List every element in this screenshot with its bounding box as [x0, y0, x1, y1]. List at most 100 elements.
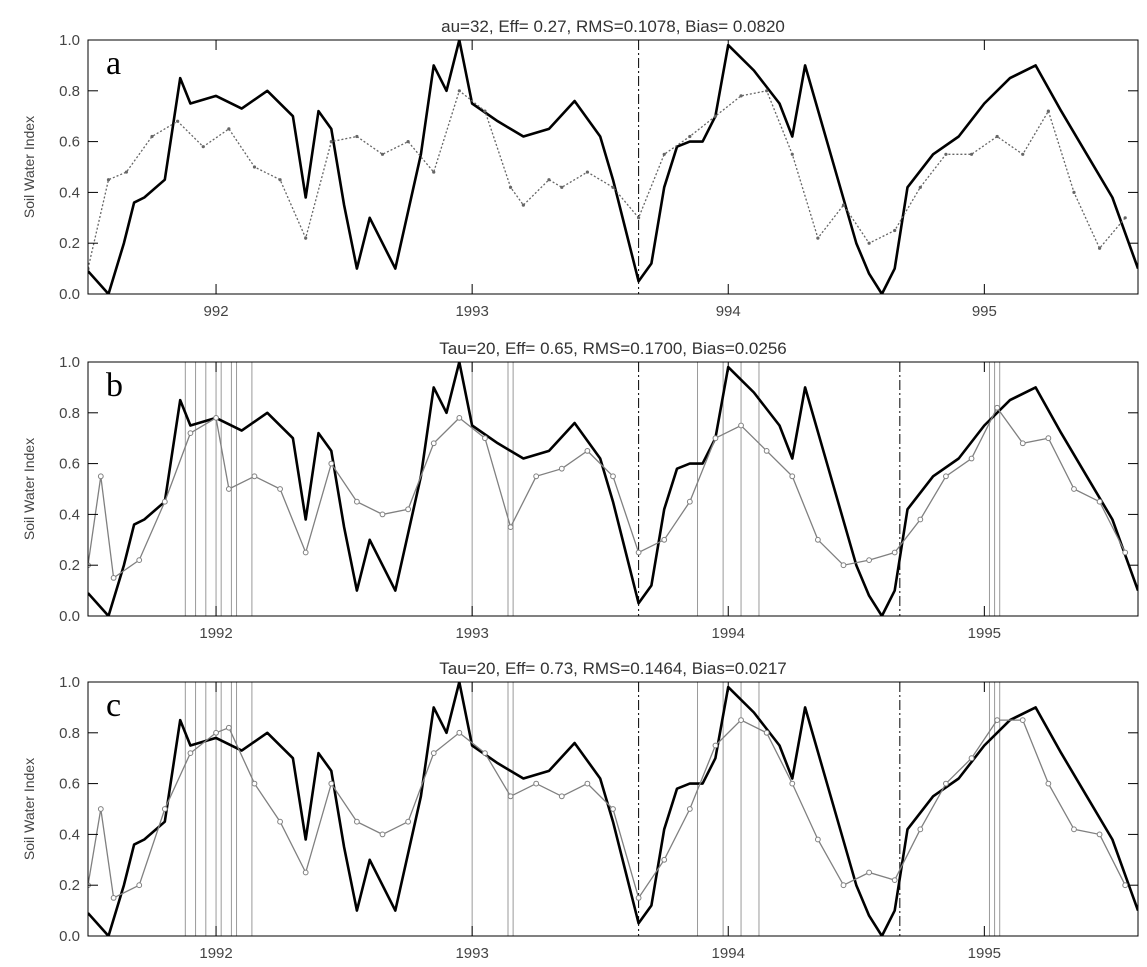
- data-point: [405, 818, 412, 825]
- data-point: [187, 750, 194, 757]
- data-point: [558, 465, 565, 472]
- x-tick-label: 1992: [199, 625, 232, 642]
- data-point: [765, 89, 769, 93]
- series-line: [88, 682, 1138, 936]
- data-point: [277, 818, 283, 825]
- data-point: [893, 228, 897, 233]
- panel-letter: b: [106, 367, 123, 404]
- data-point: [405, 506, 412, 513]
- data-point: [1046, 109, 1050, 113]
- data-point: [1122, 882, 1129, 889]
- plot-frame: [87, 361, 1139, 617]
- data-point: [738, 422, 744, 429]
- data-point: [635, 549, 642, 556]
- data-point: [1045, 435, 1052, 442]
- data-point: [1045, 780, 1052, 787]
- panel-title: au=32, Eff= 0.27, RMS=0.1078, Bias= 0.08…: [441, 17, 785, 36]
- data-point: [763, 448, 770, 454]
- data-point: [789, 780, 796, 787]
- data-point: [891, 877, 898, 884]
- data-point: [1096, 498, 1103, 505]
- x-tick-label: 1995: [968, 625, 1001, 642]
- y-tick-label: 0.2: [59, 557, 80, 574]
- data-point: [110, 895, 117, 901]
- data-point: [763, 729, 770, 736]
- panel-a: 0.0 0.2 0.4 0.6 0.8 1.0 992 1993 994 995 au=32, Ef…: [21, 17, 1139, 320]
- data-point: [661, 536, 668, 543]
- data-point: [136, 882, 143, 889]
- y-tick-label: 0.0: [59, 928, 80, 945]
- data-point: [610, 473, 616, 480]
- data-point: [97, 806, 104, 812]
- data-point: [790, 152, 794, 156]
- panel-letter: a: [106, 45, 121, 82]
- data-point: [968, 455, 975, 462]
- data-point: [547, 178, 551, 182]
- series-thin-circles: [88, 717, 1129, 901]
- data-point: [379, 831, 386, 838]
- data-point: [917, 826, 924, 833]
- y-tick-label: 0.8: [59, 405, 80, 422]
- series-thick: [88, 362, 1138, 616]
- data-point: [176, 119, 180, 123]
- data-point: [251, 780, 258, 787]
- data-point: [840, 562, 847, 569]
- y-tick-label: 0.4: [59, 184, 80, 201]
- data-point: [251, 473, 258, 480]
- y-tick-label: 0.6: [59, 776, 80, 793]
- data-point: [406, 140, 410, 144]
- data-point: [968, 755, 975, 762]
- data-point: [1019, 717, 1026, 723]
- data-point: [508, 185, 513, 189]
- series-line: [88, 406, 1126, 580]
- data-point: [533, 780, 540, 787]
- data-point: [329, 140, 333, 144]
- data-point: [610, 806, 616, 812]
- x-tick-label: 995: [972, 303, 997, 320]
- x-tick-label: 1994: [712, 945, 745, 962]
- data-point: [686, 806, 693, 812]
- data-point: [150, 134, 154, 139]
- x-tick-label: 1992: [199, 945, 232, 962]
- data-point: [1096, 831, 1103, 838]
- y-tick-label: 0.6: [59, 134, 80, 151]
- data-point: [1021, 152, 1025, 156]
- x-tick-label: 994: [716, 303, 741, 320]
- data-point: [1019, 440, 1026, 447]
- data-point: [328, 780, 335, 787]
- data-point: [558, 793, 565, 800]
- data-point: [456, 414, 463, 421]
- data-point: [943, 780, 949, 787]
- x-tick-label: 1993: [455, 303, 488, 320]
- x-tick-label: 1993: [455, 945, 488, 962]
- data-point: [686, 498, 693, 505]
- data-point: [201, 145, 205, 149]
- data-point: [521, 203, 525, 207]
- panel-letter: c: [106, 687, 121, 724]
- y-tick-label: 1.0: [59, 674, 80, 691]
- data-point: [1071, 826, 1077, 833]
- data-point: [1071, 486, 1077, 492]
- y-tick-label: 0.8: [59, 725, 80, 742]
- data-point: [814, 836, 821, 843]
- data-point: [635, 895, 642, 901]
- series-thin-circles: [88, 404, 1129, 581]
- series-line: [88, 40, 1138, 294]
- data-point: [688, 134, 692, 139]
- data-point: [225, 724, 232, 731]
- data-point: [1122, 549, 1129, 556]
- data-point: [227, 127, 231, 131]
- data-point: [136, 557, 143, 564]
- series-thick: [88, 682, 1138, 936]
- data-point: [302, 549, 309, 556]
- data-point: [841, 203, 846, 207]
- data-point: [1097, 246, 1102, 250]
- data-point: [994, 404, 1001, 411]
- data-point: [213, 729, 219, 736]
- data-point: [379, 511, 386, 518]
- data-point: [585, 170, 589, 174]
- data-point: [252, 165, 257, 169]
- data-point: [97, 473, 104, 480]
- x-tick-label: 1993: [455, 625, 488, 642]
